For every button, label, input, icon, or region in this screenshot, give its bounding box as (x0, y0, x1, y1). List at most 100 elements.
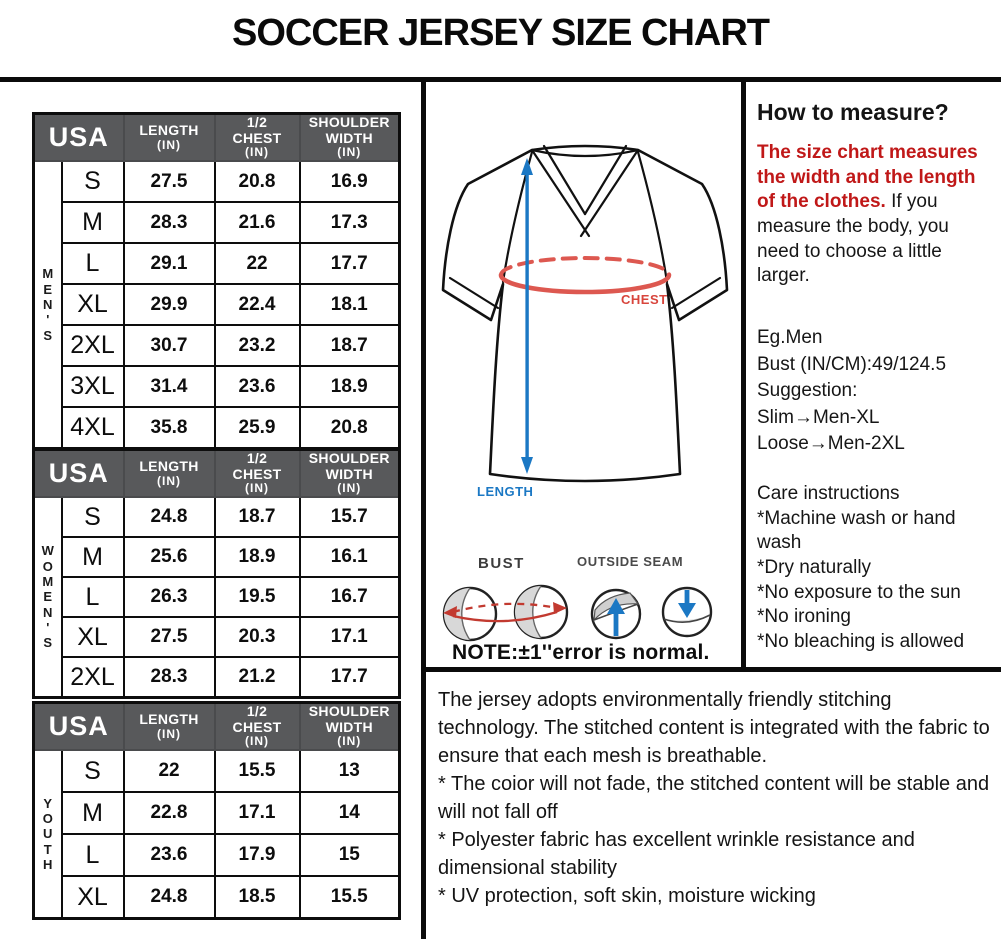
size-cell: L (60, 833, 125, 878)
table-row: XL 27.5 20.3 17.1 (34, 616, 401, 659)
chest-cell: 15.5 (213, 749, 301, 794)
table-row: 2XL 30.7 23.2 18.7 (34, 324, 401, 368)
size-cell: XL (60, 616, 125, 659)
length-cell: 24.8 (122, 875, 216, 920)
outside-seam-label: OUTSIDE SEAM (577, 554, 683, 569)
youth-size-table: USA LENGTH (IN) 1/2 CHEST (IN) SHOULDER … (32, 701, 402, 921)
chest-cell: 17.1 (213, 791, 301, 836)
care-line: *Machine wash or hand wash (757, 507, 956, 554)
shoulder-cell: 18.7 (298, 324, 401, 368)
length-cell: 23.6 (122, 833, 216, 878)
column-header-length: LENGTH (IN) (122, 112, 216, 163)
size-cell: S (60, 749, 125, 794)
size-cell: M (60, 536, 125, 579)
shoulder-cell: 20.8 (298, 406, 401, 450)
table-row: XL 24.8 18.5 15.5 (34, 875, 401, 920)
column-header-chest: 1/2 CHEST (IN) (213, 448, 301, 499)
chest-cell: 17.9 (213, 833, 301, 878)
shoulder-cell: 16.1 (298, 536, 401, 579)
how-to-measure-heading: How to measure? (757, 99, 949, 125)
example-line: Eg.Men (757, 327, 823, 348)
care-line: *Dry naturally (757, 557, 872, 579)
intro-red-text: The size chart measures the width and th… (757, 142, 978, 213)
jersey-outline-icon (441, 144, 729, 483)
length-cell: 25.6 (122, 536, 216, 579)
length-cell: 22.8 (122, 791, 216, 836)
page-title: SOCCER JERSEY SIZE CHART (232, 12, 770, 54)
table-row: M 25.6 18.9 16.1 (34, 536, 401, 579)
size-cell: 2XL (60, 324, 125, 368)
example-line: Bust (IN/CM):49/124.5 (757, 353, 947, 375)
size-cell: S (60, 160, 125, 204)
table-row: XL 29.9 22.4 18.1 (34, 283, 401, 327)
column-header-chest: 1/2 CHEST (IN) (213, 701, 301, 752)
column-header-chest: 1/2 CHEST (IN) (213, 112, 301, 163)
chest-cell: 25.9 (213, 406, 301, 450)
example-line: Suggestion: (757, 380, 858, 402)
shoulder-cell: 17.7 (298, 242, 401, 286)
chest-cell: 18.5 (213, 875, 301, 920)
group-label-womens: W O M E N ' S (32, 496, 63, 699)
length-cell: 24.8 (122, 496, 216, 539)
shoulder-cell: 15.5 (298, 875, 401, 920)
table-header-row: USA LENGTH (IN) 1/2 CHEST (IN) SHOULDER … (32, 448, 401, 499)
table-row: L 26.3 19.5 16.7 (34, 576, 401, 619)
length-label: LENGTH (477, 484, 533, 499)
length-cell: 27.5 (122, 616, 216, 659)
shoulder-cell: 17.7 (298, 656, 401, 699)
horizontal-divider-mid (421, 667, 1001, 672)
shoulder-cell: 13 (298, 749, 401, 794)
column-header-length: LENGTH (IN) (122, 448, 216, 499)
jersey-diagram: CHEST LENGTH (441, 144, 729, 499)
length-cell: 31.4 (122, 365, 216, 409)
care-line: *No bleaching is allowed (757, 631, 965, 653)
measure-icons: BUST OUTSIDE SEAM (442, 554, 713, 642)
shoulder-cell: 16.9 (298, 160, 401, 204)
vertical-divider-right (741, 77, 746, 672)
table-header-row: USA LENGTH (IN) 1/2 CHEST (IN) SHOULDER … (32, 112, 401, 163)
size-cell: M (60, 201, 125, 245)
shoulder-cell: 14 (298, 791, 401, 836)
care-heading: Care instructions (757, 483, 900, 504)
measure-intro-paragraph: The size chart measures the width and th… (757, 141, 991, 289)
column-header-usa: USA (32, 448, 125, 499)
shoulder-cell: 16.7 (298, 576, 401, 619)
outside-seam-icon (590, 586, 713, 640)
chest-measure-ellipse (498, 256, 672, 295)
size-cell: XL (60, 283, 125, 327)
length-cell: 28.3 (122, 656, 216, 699)
chest-cell: 22 (213, 242, 301, 286)
column-header-length: LENGTH (IN) (122, 701, 216, 752)
column-header-shoulder: SHOULDER WIDTH (IN) (298, 112, 401, 163)
care-instructions-block: Care instructions *Machine wash or hand … (757, 482, 997, 655)
shoulder-cell: 15 (298, 833, 401, 878)
size-cell: 3XL (60, 365, 125, 409)
description-paragraph: * Polyester fabric has excellent wrinkle… (438, 829, 915, 879)
chest-cell: 21.6 (213, 201, 301, 245)
group-label-youth: Y O U T H (32, 749, 63, 920)
table-row: 2XL 28.3 21.2 17.7 (34, 656, 401, 699)
mens-size-table: USA LENGTH (IN) 1/2 CHEST (IN) SHOULDER … (32, 112, 402, 451)
column-header-shoulder: SHOULDER WIDTH (IN) (298, 448, 401, 499)
table-row: 4XL 35.8 25.9 20.8 (34, 406, 401, 450)
table-row: L 23.6 17.9 15 (34, 833, 401, 878)
table-row: L 29.1 22 17.7 (34, 242, 401, 286)
example-line: Slim→Men-XL (757, 406, 880, 428)
chest-cell: 20.8 (213, 160, 301, 204)
chest-cell: 19.5 (213, 576, 301, 619)
length-cell: 35.8 (122, 406, 216, 450)
length-cell: 30.7 (122, 324, 216, 368)
description-paragraph: * The coior will not fade, the stitched … (438, 773, 990, 823)
chest-cell: 23.2 (213, 324, 301, 368)
table-row: W O M E N ' S S 24.8 18.7 15.7 (32, 496, 401, 699)
size-cell: 2XL (60, 656, 125, 699)
table-row: M 22.8 17.1 14 (34, 791, 401, 836)
length-cell: 29.1 (122, 242, 216, 286)
shoulder-cell: 17.3 (298, 201, 401, 245)
length-cell: 29.9 (122, 283, 216, 327)
chest-cell: 22.4 (213, 283, 301, 327)
shoulder-cell: 17.1 (298, 616, 401, 659)
shoulder-cell: 15.7 (298, 496, 401, 539)
column-header-usa: USA (32, 701, 125, 752)
